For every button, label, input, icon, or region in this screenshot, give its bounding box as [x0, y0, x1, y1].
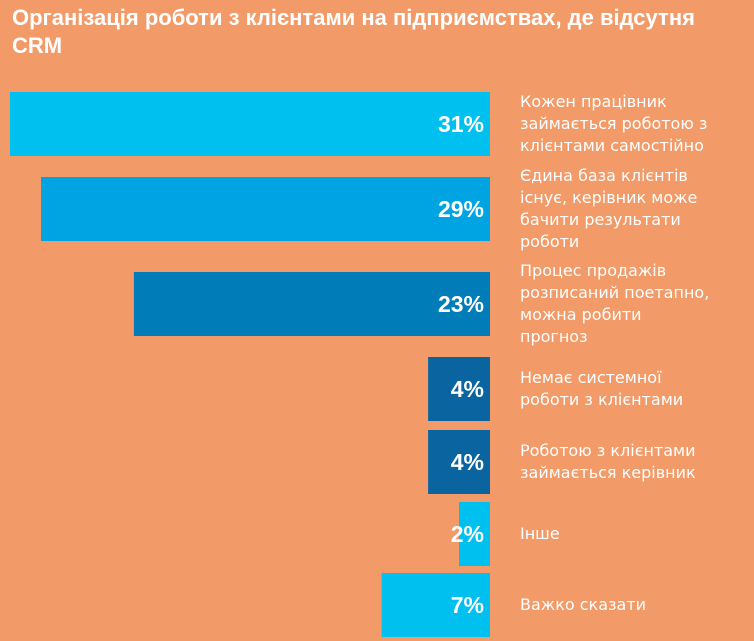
category-label-line: існує, керівник може	[520, 188, 697, 207]
bar	[428, 430, 490, 494]
bar	[381, 573, 490, 637]
category-label-line: займається роботою з	[520, 114, 707, 133]
chart-title: Організація роботи з клієнтами на підпри…	[12, 5, 695, 58]
category-label-line: займається керівник	[520, 463, 696, 482]
bar-value-label: 4%	[451, 449, 484, 475]
category-label-line: Роботою з клієнтами	[520, 441, 696, 460]
bar	[10, 92, 490, 156]
category-label: Єдина база клієнтів існує, керівник може б…	[520, 166, 697, 251]
category-label: Важко сказати	[520, 595, 646, 614]
category-label: Процес продажів розписаний поетапно, можна…	[520, 261, 709, 346]
category-label-line: Немає системної	[520, 368, 662, 387]
category-label: Кожен працівник займається роботою з клієн…	[520, 92, 707, 155]
category-label-line: розписаний поетапно,	[520, 283, 709, 302]
bar-value-label: 31%	[438, 111, 484, 137]
category-label-line: Кожен працівник	[520, 92, 667, 111]
category-label-line: прогноз	[520, 327, 588, 346]
category-label: Немає системної роботи з клієнтами	[520, 368, 683, 409]
category-label-line: бачити результати	[520, 210, 681, 229]
category-label-line: Важко сказати	[520, 595, 646, 614]
bar	[133, 272, 490, 336]
category-label-line: роботи	[520, 232, 579, 251]
bar-value-label: 23%	[438, 291, 484, 317]
bar	[428, 357, 490, 421]
category-label-line: клієнтами самостійно	[520, 136, 704, 155]
category-label-line: роботи з клієнтами	[520, 390, 683, 409]
bar-value-label: 7%	[451, 592, 484, 618]
category-label: Роботою з клієнтами займається керівник	[520, 441, 696, 482]
bar	[41, 177, 490, 241]
category-label-line: можна робити	[520, 305, 642, 324]
category-label-line: Процес продажів	[520, 261, 666, 280]
bar-value-label: 2%	[451, 521, 484, 547]
bar-value-label: 4%	[451, 376, 484, 402]
category-label: Інше	[520, 524, 560, 543]
bar-value-label: 29%	[438, 196, 484, 222]
bar	[459, 502, 490, 566]
category-label-line: Єдина база клієнтів	[520, 166, 688, 185]
category-label-line: Інше	[520, 524, 560, 543]
